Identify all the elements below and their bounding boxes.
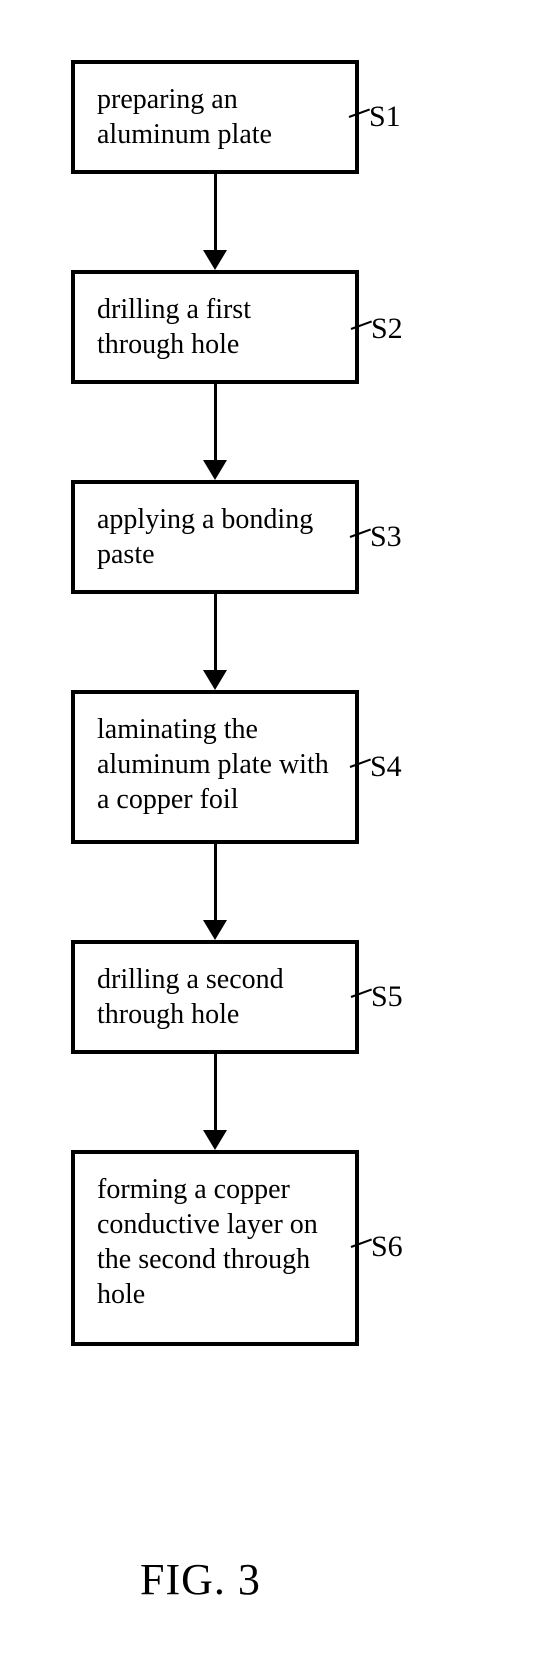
step-box: drilling a first through hole — [71, 270, 359, 384]
step-label: S6 — [371, 1232, 403, 1262]
flow-arrow — [203, 844, 227, 940]
step-box: laminating the aluminum plate with a cop… — [71, 690, 359, 844]
arrow-shaft — [214, 844, 217, 920]
arrow-head-icon — [203, 1130, 227, 1150]
arrow-shaft — [214, 174, 217, 250]
step-box: forming a copper conductive layer on the… — [71, 1150, 359, 1346]
arrow-head-icon — [203, 920, 227, 940]
step-box: applying a bonding paste — [71, 480, 359, 594]
arrow-head-icon — [203, 670, 227, 690]
flowchart-step: applying a bonding pasteS3 — [60, 480, 370, 594]
arrow-head-icon — [203, 460, 227, 480]
flowchart-step: laminating the aluminum plate with a cop… — [60, 690, 370, 844]
flowchart: preparing an aluminum plateS1 drilling a … — [60, 60, 370, 1346]
flowchart-step: drilling a first through holeS2 — [60, 270, 370, 384]
flowchart-step: drilling a second through holeS5 — [60, 940, 370, 1054]
arrow-shaft — [214, 1054, 217, 1130]
step-label: S2 — [371, 314, 403, 344]
figure-caption: FIG. 3 — [140, 1554, 261, 1605]
arrow-shaft — [214, 594, 217, 670]
flow-arrow — [203, 384, 227, 480]
flowchart-step: forming a copper conductive layer on the… — [60, 1150, 370, 1346]
step-box: preparing an aluminum plate — [71, 60, 359, 174]
flowchart-step: preparing an aluminum plateS1 — [60, 60, 370, 174]
arrow-head-icon — [203, 250, 227, 270]
flow-arrow — [203, 174, 227, 270]
arrow-shaft — [214, 384, 217, 460]
step-label: S3 — [370, 522, 402, 552]
step-label: S1 — [369, 102, 401, 132]
step-box: drilling a second through hole — [71, 940, 359, 1054]
step-label: S4 — [370, 752, 402, 782]
flow-arrow — [203, 1054, 227, 1150]
flow-arrow — [203, 594, 227, 690]
step-label: S5 — [371, 982, 403, 1012]
